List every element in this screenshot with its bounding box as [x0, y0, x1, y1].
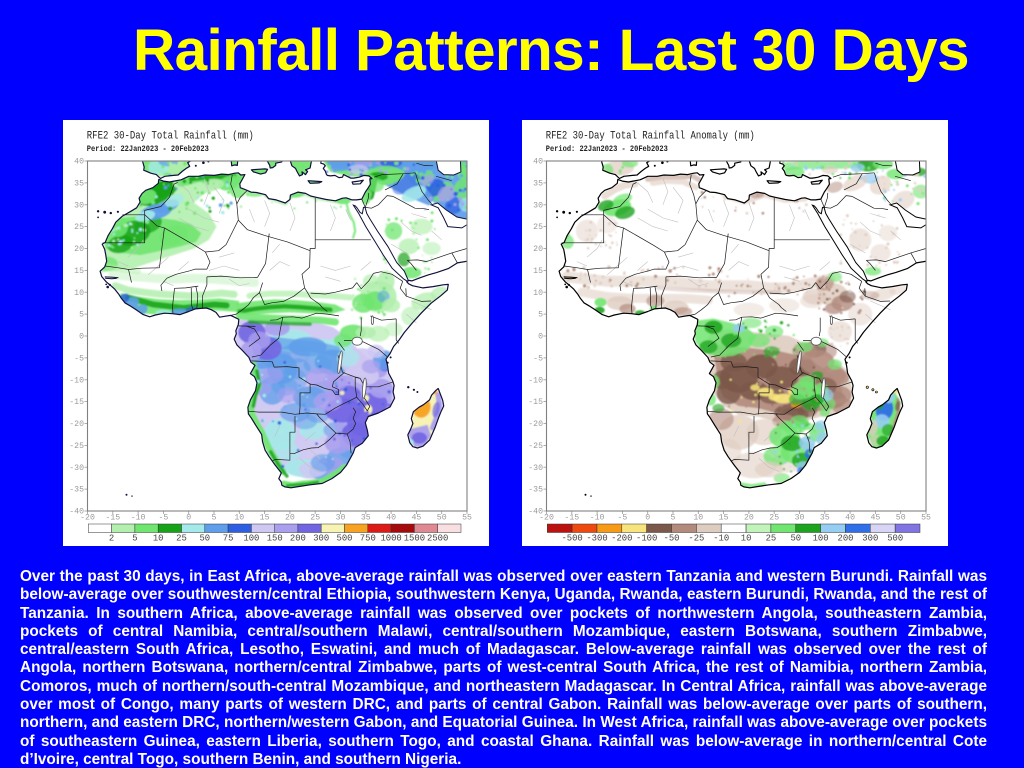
svg-text:500: 500 [337, 534, 353, 544]
svg-text:75: 75 [223, 534, 234, 544]
svg-text:0: 0 [79, 333, 84, 342]
svg-text:50: 50 [437, 514, 447, 523]
svg-text:10: 10 [693, 514, 703, 523]
svg-text:-5: -5 [158, 514, 168, 523]
svg-text:100: 100 [243, 534, 259, 544]
svg-text:-500: -500 [561, 534, 582, 544]
svg-text:-20: -20 [80, 514, 95, 523]
svg-text:Period: 22Jan2023 - 20Feb2023: Period: 22Jan2023 - 20Feb2023 [87, 144, 209, 154]
svg-text:-30: -30 [528, 464, 543, 473]
svg-text:1000: 1000 [380, 534, 401, 544]
svg-text:20: 20 [285, 514, 295, 523]
svg-text:-10: -10 [713, 534, 729, 544]
svg-text:40: 40 [845, 514, 855, 523]
svg-text:-30: -30 [69, 464, 84, 473]
svg-text:5: 5 [132, 534, 137, 544]
svg-text:-10: -10 [131, 514, 146, 523]
svg-text:-40: -40 [69, 508, 84, 517]
svg-text:15: 15 [74, 267, 84, 276]
svg-text:Period: 22Jan2023 - 20Feb2023: Period: 22Jan2023 - 20Feb2023 [546, 144, 668, 154]
svg-text:-5: -5 [617, 514, 627, 523]
svg-text:55: 55 [462, 514, 472, 523]
svg-text:55: 55 [921, 514, 931, 523]
svg-text:500: 500 [887, 534, 903, 544]
svg-text:-20: -20 [528, 420, 543, 429]
svg-text:25: 25 [533, 223, 543, 232]
svg-text:-300: -300 [586, 534, 607, 544]
svg-text:25: 25 [176, 534, 187, 544]
svg-text:1500: 1500 [404, 534, 425, 544]
svg-text:15: 15 [719, 514, 729, 523]
svg-text:-15: -15 [69, 398, 84, 407]
svg-text:300: 300 [862, 534, 878, 544]
svg-text:5: 5 [212, 514, 217, 523]
svg-text:10: 10 [533, 289, 543, 298]
svg-text:-5: -5 [533, 355, 543, 364]
svg-text:25: 25 [766, 534, 777, 544]
svg-text:-10: -10 [69, 376, 84, 385]
svg-text:15: 15 [533, 267, 543, 276]
svg-text:25: 25 [74, 223, 84, 232]
svg-text:-10: -10 [590, 514, 605, 523]
svg-text:300: 300 [313, 534, 329, 544]
svg-text:-100: -100 [636, 534, 657, 544]
svg-text:0: 0 [186, 514, 191, 523]
svg-text:2: 2 [109, 534, 114, 544]
svg-text:45: 45 [870, 514, 880, 523]
svg-text:-20: -20 [69, 420, 84, 429]
svg-text:30: 30 [336, 514, 346, 523]
svg-text:-20: -20 [539, 514, 554, 523]
svg-text:-15: -15 [528, 398, 543, 407]
svg-text:-35: -35 [69, 486, 84, 495]
svg-text:20: 20 [74, 245, 84, 254]
svg-text:35: 35 [533, 180, 543, 189]
svg-text:40: 40 [533, 158, 543, 167]
svg-text:5: 5 [79, 311, 84, 320]
svg-text:30: 30 [74, 201, 84, 210]
svg-text:750: 750 [360, 534, 376, 544]
svg-text:-25: -25 [69, 442, 84, 451]
svg-text:35: 35 [361, 514, 371, 523]
svg-text:200: 200 [838, 534, 854, 544]
svg-text:-200: -200 [611, 534, 632, 544]
svg-text:100: 100 [813, 534, 829, 544]
svg-text:20: 20 [533, 245, 543, 254]
svg-text:-25: -25 [688, 534, 704, 544]
svg-text:20: 20 [744, 514, 754, 523]
svg-text:30: 30 [795, 514, 805, 523]
svg-text:RFE2 30-Day Total Rainfall Ano: RFE2 30-Day Total Rainfall Anomaly (mm) [546, 130, 755, 142]
svg-text:35: 35 [74, 180, 84, 189]
svg-text:10: 10 [153, 534, 164, 544]
svg-text:0: 0 [645, 514, 650, 523]
svg-text:25: 25 [769, 514, 779, 523]
svg-text:10: 10 [234, 514, 244, 523]
svg-text:10: 10 [741, 534, 752, 544]
svg-text:40: 40 [386, 514, 396, 523]
svg-text:2500: 2500 [427, 534, 448, 544]
svg-text:40: 40 [74, 158, 84, 167]
svg-text:30: 30 [533, 201, 543, 210]
svg-text:35: 35 [820, 514, 830, 523]
svg-text:50: 50 [199, 534, 210, 544]
svg-text:-40: -40 [528, 508, 543, 517]
svg-text:150: 150 [267, 534, 283, 544]
svg-text:25: 25 [310, 514, 320, 523]
svg-text:-10: -10 [528, 376, 543, 385]
svg-text:0: 0 [538, 333, 543, 342]
svg-text:5: 5 [538, 311, 543, 320]
svg-text:10: 10 [74, 289, 84, 298]
svg-text:-15: -15 [564, 514, 579, 523]
svg-text:200: 200 [290, 534, 306, 544]
svg-text:RFE2 30-Day Total Rainfall (mm: RFE2 30-Day Total Rainfall (mm) [87, 130, 254, 142]
svg-text:50: 50 [790, 534, 801, 544]
svg-text:-15: -15 [105, 514, 120, 523]
svg-text:-50: -50 [664, 534, 680, 544]
svg-text:15: 15 [260, 514, 270, 523]
svg-text:50: 50 [896, 514, 906, 523]
svg-text:-35: -35 [528, 486, 543, 495]
svg-text:-25: -25 [528, 442, 543, 451]
svg-text:5: 5 [671, 514, 676, 523]
svg-text:-5: -5 [74, 355, 84, 364]
svg-text:45: 45 [411, 514, 421, 523]
